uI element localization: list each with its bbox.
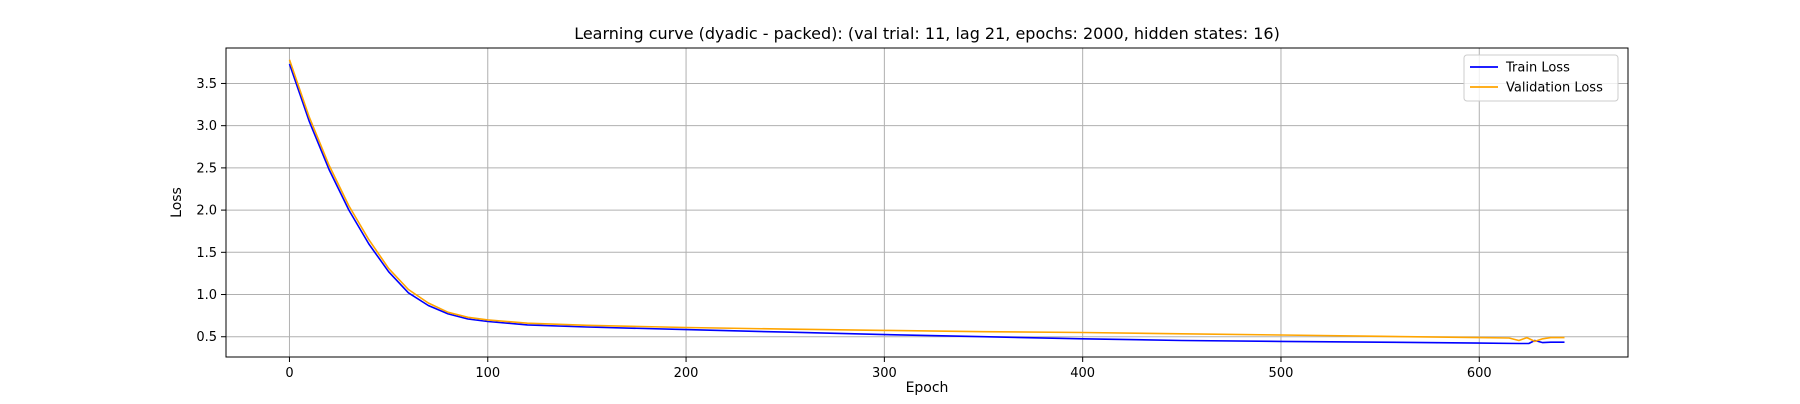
series-line-0 xyxy=(288,63,1565,345)
y-tick-label: 2.0 xyxy=(196,204,217,219)
x-tick-label: 200 xyxy=(674,366,699,381)
legend-label: Validation Loss xyxy=(1506,81,1603,96)
chart-title: Learning curve (dyadic - packed): (val t… xyxy=(574,24,1280,43)
series-line-1 xyxy=(288,59,1565,343)
x-tick-label: 100 xyxy=(475,366,500,381)
y-tick-label: 1.0 xyxy=(196,288,217,303)
legend: Train Loss Validation Loss xyxy=(1463,54,1619,102)
ticks: 0 100 200 300 400 500 600 0.5 1.0 1.5 2.0 2.5 3.0 3.5 xyxy=(196,77,1491,381)
series-lines xyxy=(288,59,1565,345)
y-tick-label: 1.5 xyxy=(196,246,217,261)
x-tick-label: 500 xyxy=(1269,366,1294,381)
x-tick-label: 300 xyxy=(872,366,897,381)
grid xyxy=(226,48,1628,357)
x-tick-label: 0 xyxy=(285,366,293,381)
y-tick-label: 3.0 xyxy=(196,119,217,134)
y-tick-label: 3.5 xyxy=(196,77,217,92)
legend-label: Train Loss xyxy=(1505,61,1570,76)
x-axis-label: Epoch xyxy=(906,380,949,396)
plot-frame xyxy=(225,47,1629,358)
y-tick-label: 0.5 xyxy=(196,330,217,345)
y-tick-label: 2.5 xyxy=(196,161,217,176)
x-tick-label: 400 xyxy=(1070,366,1095,381)
legend-box xyxy=(1463,54,1619,102)
y-axis-label: Loss xyxy=(169,187,185,218)
x-tick-label: 600 xyxy=(1467,366,1492,381)
